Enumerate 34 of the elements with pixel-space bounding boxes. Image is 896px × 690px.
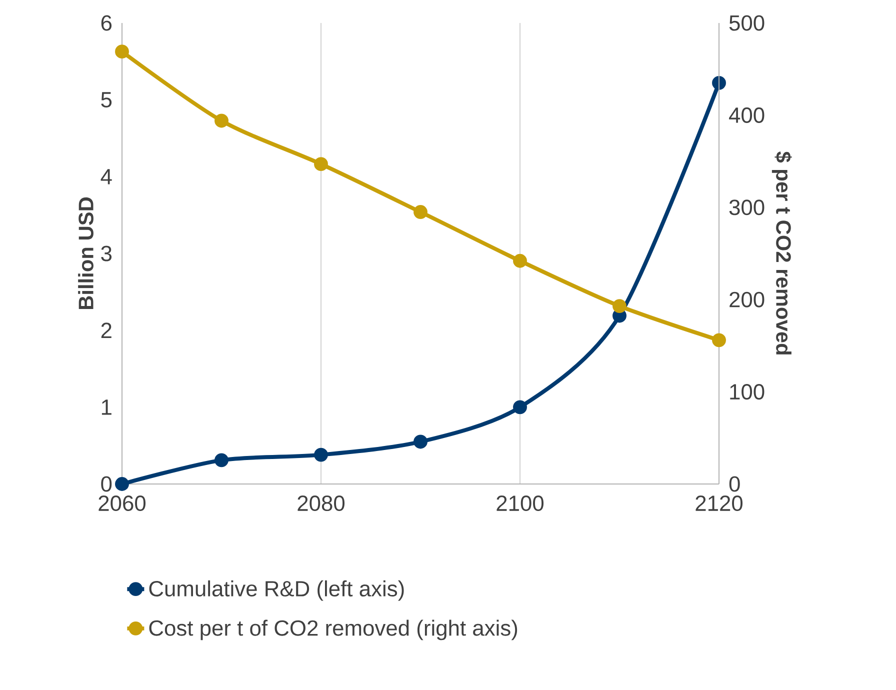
point <box>513 400 527 414</box>
point <box>414 205 428 219</box>
y-tick-label: 5 <box>101 92 112 108</box>
x-tick-label: 2100 <box>496 496 544 512</box>
y-tick-label: 0 <box>101 476 112 492</box>
point <box>314 448 328 462</box>
y-tick-label: 6 <box>101 15 112 31</box>
y-tick-label: 4 <box>100 169 112 184</box>
point <box>612 299 626 314</box>
y2-tick-label: 200 <box>730 292 764 308</box>
y-axis-title: Billion USD <box>78 197 94 310</box>
y2-tick-label: 500 <box>729 15 764 31</box>
y2-tick-label: 400 <box>729 107 764 123</box>
point <box>115 477 129 491</box>
point <box>712 76 726 90</box>
x-tick-label: 2080 <box>298 496 345 512</box>
x-tick-label: 2060 <box>98 496 146 512</box>
point <box>214 453 228 468</box>
point <box>214 114 228 128</box>
legend-label: Cumulative R&D (left axis) <box>149 580 404 601</box>
legend-label: Cost per t of CO2 removed (right axis) <box>149 620 518 640</box>
point <box>115 44 129 59</box>
y-tick-label: 1 <box>102 400 112 415</box>
point <box>712 333 726 348</box>
point <box>513 254 527 268</box>
y2-tick-label: 300 <box>729 200 764 216</box>
y-tick-label: 3 <box>101 246 112 262</box>
y-tick-label: 2 <box>101 322 112 338</box>
x-tick-label: 2120 <box>696 496 743 512</box>
y2-axis-title: $ per t CO2 removed <box>772 151 792 354</box>
point <box>414 434 428 449</box>
point <box>314 157 328 172</box>
y2-tick-label: 0 <box>729 476 740 492</box>
y2-tick-label: 100 <box>730 384 764 400</box>
